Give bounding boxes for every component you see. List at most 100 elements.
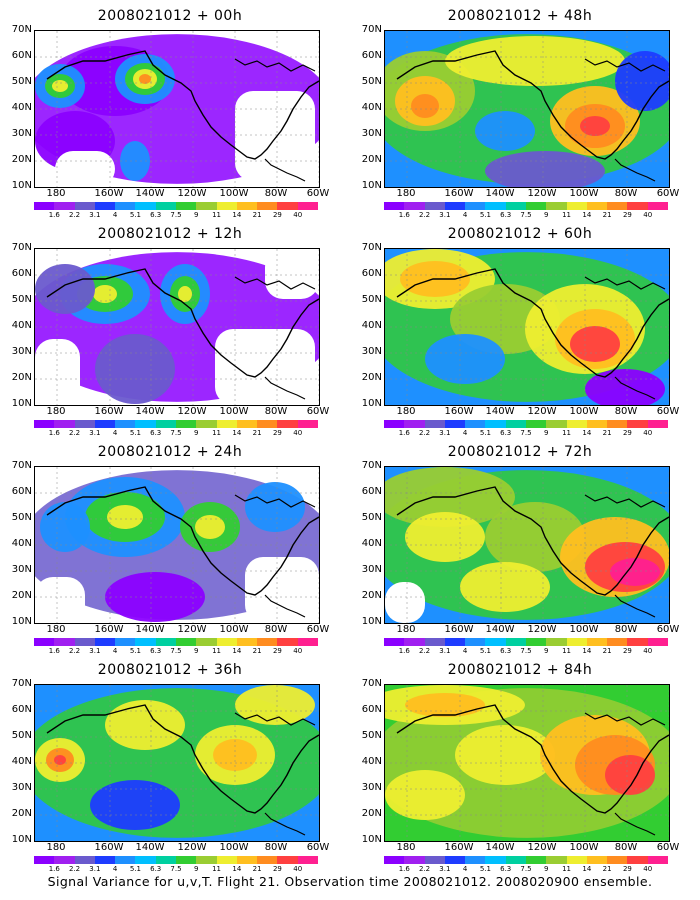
latitude-label: 60N	[11, 486, 32, 497]
colorbar-swatch	[196, 856, 217, 864]
colorbar-label: 29	[272, 429, 282, 437]
colorbar-label: 29	[622, 647, 632, 655]
colorbar-label: 7.5	[520, 429, 532, 437]
colorbar-label: 11	[212, 211, 222, 219]
latitude-label: 40N	[361, 102, 382, 113]
longitude-label: 120W	[527, 188, 557, 199]
colorbar-swatch	[384, 638, 405, 646]
colorbar-label: 2.2	[418, 865, 431, 873]
colorbar-swatch	[277, 638, 298, 646]
longitude-label: 160W	[94, 624, 124, 635]
colorbar-label: 11	[562, 865, 572, 873]
contour-map	[384, 684, 670, 842]
longitude-label: 180	[396, 406, 416, 417]
latitude-label: 70N	[361, 678, 382, 689]
colorbar-label: 5.1	[479, 865, 491, 873]
colorbar-swatch	[34, 638, 55, 646]
colorbar-swatch	[236, 420, 258, 428]
colorbar-label: 9	[194, 647, 199, 655]
colorbar-swatch	[196, 202, 217, 210]
colorbar-swatch	[525, 420, 547, 428]
colorbar-label: 14	[232, 211, 242, 219]
figure-caption: Signal Variance for u,v,T. Flight 21. Ob…	[47, 874, 653, 889]
longitude-label: 60W	[306, 624, 330, 635]
colorbar-label: 14	[232, 429, 242, 437]
colorbar-label: 11	[212, 429, 222, 437]
longitude-label: 140W	[135, 406, 165, 417]
colorbar-swatch	[647, 856, 668, 864]
contour-map	[34, 30, 320, 188]
colorbar-swatch	[94, 638, 116, 646]
colorbar-label: 7.5	[170, 429, 182, 437]
longitude-label: 160W	[94, 842, 124, 853]
colorbar-label: 1.6	[398, 211, 410, 219]
colorbar-swatch	[297, 856, 318, 864]
longitude-label: 160W	[444, 624, 474, 635]
colorbar-swatch	[607, 856, 628, 864]
longitude-label: 160W	[444, 842, 474, 853]
colorbar-label: 40	[643, 865, 653, 873]
longitude-label: 80W	[264, 188, 288, 199]
colorbar-swatch	[485, 202, 506, 210]
colorbar-label: 29	[622, 211, 632, 219]
colorbar-swatch	[74, 420, 95, 428]
latitude-label: 30N	[361, 564, 382, 575]
colorbar-label: 3.1	[89, 647, 101, 655]
colorbar-label: 14	[582, 865, 592, 873]
colorbar-label: 11	[562, 211, 572, 219]
colorbar-label: 4	[462, 647, 468, 655]
colorbar-label: 40	[293, 865, 303, 873]
colorbar-label: 21	[252, 865, 262, 873]
colorbar-swatch	[424, 856, 445, 864]
longitude-label: 60W	[656, 842, 680, 853]
colorbar	[34, 202, 318, 210]
colorbar-label: 9	[194, 429, 199, 437]
longitude-label: 80W	[614, 624, 638, 635]
colorbar-swatch	[54, 420, 75, 428]
colorbar-swatch	[404, 202, 425, 210]
colorbar-label: 6.3	[500, 865, 512, 873]
colorbar-swatch	[627, 202, 648, 210]
colorbar	[384, 638, 668, 646]
map-panel: 2008021012 + 00h 70N 60N 50N 40N 30N 20N 10N 180…	[0, 0, 340, 222]
panel-title: 2008021012 + 60h	[447, 226, 593, 242]
colorbar-label: 2.2	[68, 429, 81, 437]
colorbar-swatch	[257, 202, 278, 210]
colorbar-label: 40	[643, 647, 653, 655]
map-panel: 2008021012 + 84h 70N 60N 50N 40N 30N 20N 10N 180…	[350, 654, 690, 876]
colorbar-swatch	[94, 420, 116, 428]
longitude-label: 120W	[177, 406, 207, 417]
colorbar-label: 9	[544, 429, 549, 437]
colorbar-swatch	[135, 420, 156, 428]
latitude-label: 40N	[361, 756, 382, 767]
longitude-label: 60W	[656, 406, 680, 417]
longitude-label: 100W	[219, 624, 249, 635]
colorbar-label: 1.6	[48, 647, 60, 655]
latitude-label: 60N	[11, 50, 32, 61]
longitude-label: 140W	[485, 624, 515, 635]
colorbar-label: 6.3	[500, 429, 512, 437]
colorbar-label: 9	[194, 865, 199, 873]
latitude-label: 20N	[11, 808, 32, 819]
longitude-label: 100W	[219, 842, 249, 853]
colorbar-label: 40	[643, 211, 653, 219]
latitude-label: 60N	[361, 50, 382, 61]
colorbar-label: 14	[582, 429, 592, 437]
colorbar-label: 3.1	[439, 647, 451, 655]
longitude-label: 180	[46, 842, 66, 853]
colorbar-swatch	[546, 856, 567, 864]
colorbar-swatch	[277, 420, 298, 428]
longitude-label: 140W	[485, 842, 515, 853]
colorbar-swatch	[54, 638, 75, 646]
longitude-label: 120W	[527, 842, 557, 853]
map-panel: 2008021012 + 36h 70N 60N 50N 40N 30N 20N 10N 180…	[0, 654, 340, 876]
colorbar-label: 14	[232, 647, 242, 655]
longitude-label: 160W	[94, 406, 124, 417]
colorbar-swatch	[444, 202, 466, 210]
colorbar-label: 5.1	[129, 211, 141, 219]
latitude-label: 10N	[11, 616, 32, 627]
colorbar-label: 7.5	[170, 211, 182, 219]
colorbar-label: 6.3	[150, 429, 162, 437]
latitude-label: 20N	[11, 590, 32, 601]
colorbar-swatch	[546, 420, 567, 428]
